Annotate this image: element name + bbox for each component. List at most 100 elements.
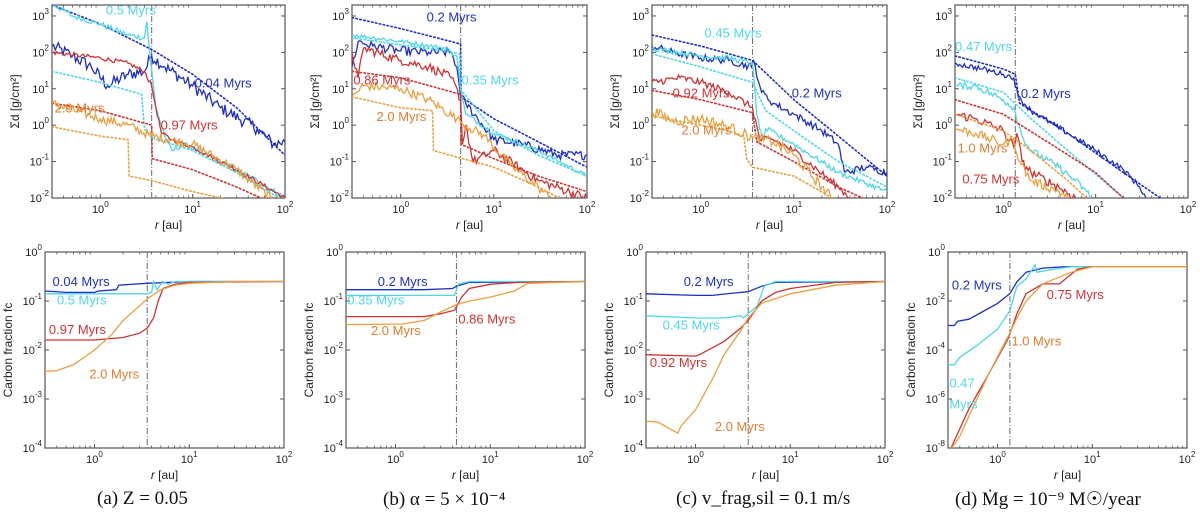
series-line-0.45-myrs-model xyxy=(652,53,887,188)
y-tick-label: 10-4 xyxy=(23,439,43,455)
series-line-0.2-myrs xyxy=(352,39,587,163)
y-axis-label: Carbon fraction fc xyxy=(302,303,316,398)
x-tick-label: 102 xyxy=(579,200,596,216)
series-annotation: 1.0 Myrs xyxy=(1011,334,1061,349)
y-tick-label: 102 xyxy=(632,43,649,59)
series-annotation: 2.0 Myrs xyxy=(371,323,421,338)
series-annotation: 0.2 Myrs xyxy=(792,85,842,100)
y-tick-label: 102 xyxy=(332,43,349,59)
series-annotation: 0.75 Myrs xyxy=(1047,287,1105,302)
caption-d-text: Ṁg = 10⁻⁹ M☉/year xyxy=(981,489,1141,510)
series-line-0.47-myrs xyxy=(955,80,1092,198)
y-tick-label: 10-4 xyxy=(324,439,344,455)
caption-c-prefix: (c) xyxy=(676,488,702,509)
y-tick-label: 10-4 xyxy=(624,439,644,455)
x-tick-label: 100 xyxy=(92,200,109,216)
y-tick-label: 10-1 xyxy=(330,153,350,169)
series-line-2.0-myrs xyxy=(45,280,284,372)
y-axis-label: Σd [g/cm²] xyxy=(308,74,322,128)
y-tick-label: 103 xyxy=(32,7,49,23)
series-annotation: 2.0 Myrs xyxy=(89,367,139,382)
y-tick-label: 10-3 xyxy=(324,390,344,406)
caption-a-text: Z = 0.05 xyxy=(122,488,188,509)
series-annotation: 0.97 Myrs xyxy=(49,322,107,337)
series-line-0.5-myrs xyxy=(52,5,285,198)
y-axis-label: Σd [g/cm²] xyxy=(8,74,22,128)
series-line-0.45-myrs xyxy=(652,47,887,192)
panel-b-bottom: 100 101 102 10-4 10-3 10-2 10-1 100 r [au] Carbon… xyxy=(302,243,594,482)
series-line-0.92-myrs-model xyxy=(652,89,865,198)
series-line-0.86-myrs xyxy=(352,46,587,198)
x-tick-label: 100 xyxy=(989,450,1006,466)
series-annotation: 0.47 xyxy=(949,375,974,390)
series-annotation: 0.75 Myrs xyxy=(962,172,1020,187)
series-line-0.97-myrs-model xyxy=(52,102,263,198)
x-tick-label: 101 xyxy=(482,450,499,466)
series-line-2.0-myrs xyxy=(646,280,885,435)
y-tick-label: 10-8 xyxy=(926,439,946,455)
panel-c-top: 100 101 102 10-2 10-1 100 101 102 103 r [au] Σd [g… xyxy=(608,4,896,232)
y-tick-label: 10-2 xyxy=(30,189,50,205)
x-tick-label: 100 xyxy=(86,450,103,466)
series-line-0.2-myrs xyxy=(955,62,1147,198)
y-tick-label: 100 xyxy=(326,243,343,259)
series-line-2.0-myrs-model xyxy=(52,126,225,198)
y-tick-label: 100 xyxy=(332,116,349,132)
series-group xyxy=(52,5,285,198)
series-line-0.5-myrs xyxy=(45,279,284,295)
x-tick-label: 102 xyxy=(879,200,896,216)
y-tick-label: 100 xyxy=(928,243,945,259)
plot-frame xyxy=(51,4,286,199)
y-tick-label: 102 xyxy=(935,43,952,59)
y-axis-label: Carbon fraction fc xyxy=(904,303,918,398)
x-axis-label: r [au] xyxy=(151,468,178,482)
series-group xyxy=(352,16,587,198)
caption-a: (a) Z = 0.05 xyxy=(97,488,188,510)
y-tick-label: 10-1 xyxy=(630,153,650,169)
panel-c-bottom: 100 101 102 10-4 10-3 10-2 10-1 100 r [au] Carbon… xyxy=(602,243,894,482)
y-tick-label: 10-4 xyxy=(926,341,946,357)
y-tick-label: 10-1 xyxy=(624,292,644,308)
y-axis-label: Carbon fraction fc xyxy=(602,303,616,398)
y-tick-label: 102 xyxy=(32,43,49,59)
series-line-0.5-myrs-model xyxy=(52,70,281,198)
y-tick-label: 10-2 xyxy=(926,292,946,308)
x-tick-label: 101 xyxy=(486,200,503,216)
series-group xyxy=(948,263,1187,448)
y-tick-label: 103 xyxy=(332,7,349,23)
series-annotation: 0.92 Myrs xyxy=(650,355,708,370)
series-line-2.0-myrs xyxy=(346,280,585,326)
series-annotation: 0.5 Myrs xyxy=(106,2,156,17)
series-line-0.2-myrs xyxy=(652,44,887,177)
caption-d: (d) Ṁg = 10⁻⁹ M☉/year xyxy=(955,488,1141,511)
series-line-2.0-myrs xyxy=(52,100,274,198)
y-tick-label: 10-2 xyxy=(330,189,350,205)
series-line-0.92-myrs xyxy=(646,280,885,357)
series-annotation: 0.35 Myrs xyxy=(347,292,405,307)
y-axis-label: Σd [g/cm²] xyxy=(911,74,925,128)
y-tick-label: 101 xyxy=(935,80,952,96)
series-line-0.75-myrs xyxy=(955,112,1076,198)
plot-frame xyxy=(947,251,1188,449)
x-tick-label: 102 xyxy=(1180,200,1197,216)
series-line-0.2-myrs xyxy=(346,280,585,291)
y-tick-label: 10-2 xyxy=(324,341,344,357)
caption-c-text: v_frag,sil = 0.1 m/s xyxy=(701,488,851,509)
series-annotation: 0.45 Myrs xyxy=(663,318,721,333)
y-tick-label: 103 xyxy=(935,7,952,23)
y-tick-label: 10-6 xyxy=(926,390,946,406)
series-annotation: 0.97 Myrs xyxy=(161,118,219,133)
x-tick-label: 101 xyxy=(782,450,799,466)
plot-frame xyxy=(44,251,285,449)
y-tick-label: 101 xyxy=(632,80,649,96)
series-line-0.35-myrs xyxy=(346,280,585,297)
x-tick-label: 101 xyxy=(181,450,198,466)
y-tick-label: 10-3 xyxy=(23,390,43,406)
series-line-0.75-myrs-model xyxy=(955,98,1125,198)
plot-frame xyxy=(954,4,1189,199)
x-axis-label: r [au] xyxy=(452,468,479,482)
series-line-2.0-myrs-model xyxy=(352,96,560,198)
y-tick-label: 100 xyxy=(25,243,42,259)
series-group xyxy=(346,280,585,326)
